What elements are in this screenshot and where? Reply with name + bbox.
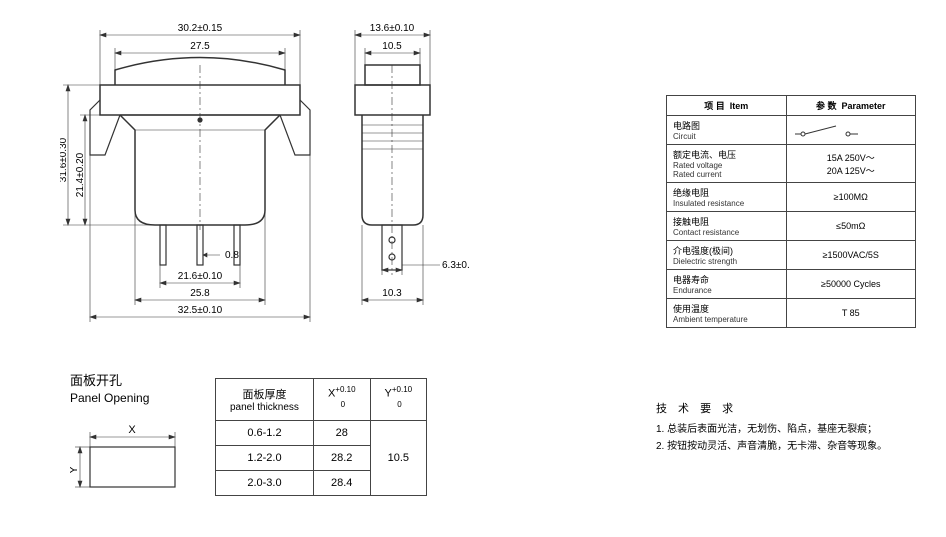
table-row: 绝缘电阻Insulated resistance≥100MΩ — [667, 183, 916, 212]
dim-side-top1: 13.6±0.10 — [370, 23, 415, 34]
table-row: 电器寿命Endurance≥50000 Cycles — [667, 270, 916, 299]
table-row: 介电强度(极间)Dielectric strength≥1500VAC/5S — [667, 241, 916, 270]
table-row: 使用温度Ambient temperatureT 85 — [667, 299, 916, 328]
panel-opening-diagram: X Y — [70, 425, 190, 515]
thickness-table: 面板厚度panel thickness X+0.10 0 Y+0.10 0 0.… — [215, 378, 427, 496]
table-row: 电路图Circuit — [667, 116, 916, 145]
dim-front-top2: 27.5 — [190, 41, 210, 52]
table-row: 额定电流、电压Rated voltage Rated current15A 25… — [667, 145, 916, 183]
dim-front-bot3: 32.5±0.10 — [178, 305, 223, 316]
tech-req-title: 技 术 要 求 — [656, 400, 916, 416]
parameter-table: 项 目 Item 参 数 Parameter 电路图Circuit 额定电流、电… — [666, 95, 916, 328]
table-row: 接触电阻Contact resistance≤50mΩ — [667, 212, 916, 241]
side-dims — [355, 30, 440, 305]
table-row: 0.6-1.22810.5 — [216, 421, 427, 446]
tech-req-item: 1. 总装后表面光洁，无划伤、陷点，基座无裂痕； — [656, 420, 916, 435]
y-label: Y — [70, 466, 80, 474]
tech-req-item: 2. 按钮按动灵活、声音清脆，无卡滞、杂音等现象。 — [656, 437, 916, 452]
dim-front-bot2: 25.8 — [190, 288, 210, 299]
dim-side-bot1: 10.3 — [382, 288, 402, 299]
side-view — [355, 65, 430, 275]
dim-pin-gap: 0.8 — [225, 250, 239, 261]
dim-front-bot1: 21.6±0.10 — [178, 271, 223, 282]
front-view — [90, 58, 310, 266]
dim-front-top1: 30.2±0.15 — [178, 23, 223, 34]
technical-drawings: 30.2±0.15 27.5 31.6±0.30 21.4±0.20 0.8 2… — [60, 15, 470, 320]
technical-requirements: 技 术 要 求 1. 总装后表面光洁，无划伤、陷点，基座无裂痕； 2. 按钮按动… — [656, 400, 916, 454]
dim-side-right1: 6.3±0.10 — [442, 260, 470, 271]
x-label: X — [128, 425, 136, 436]
dim-side-top2: 10.5 — [382, 41, 402, 52]
panel-opening-section: 面板开孔 Panel Opening X Y 面板厚度panel thickne… — [70, 370, 570, 409]
circuit-symbol — [786, 116, 915, 145]
dim-front-left2: 21.4±0.20 — [75, 152, 86, 197]
dim-front-left1: 31.6±0.30 — [60, 137, 69, 182]
